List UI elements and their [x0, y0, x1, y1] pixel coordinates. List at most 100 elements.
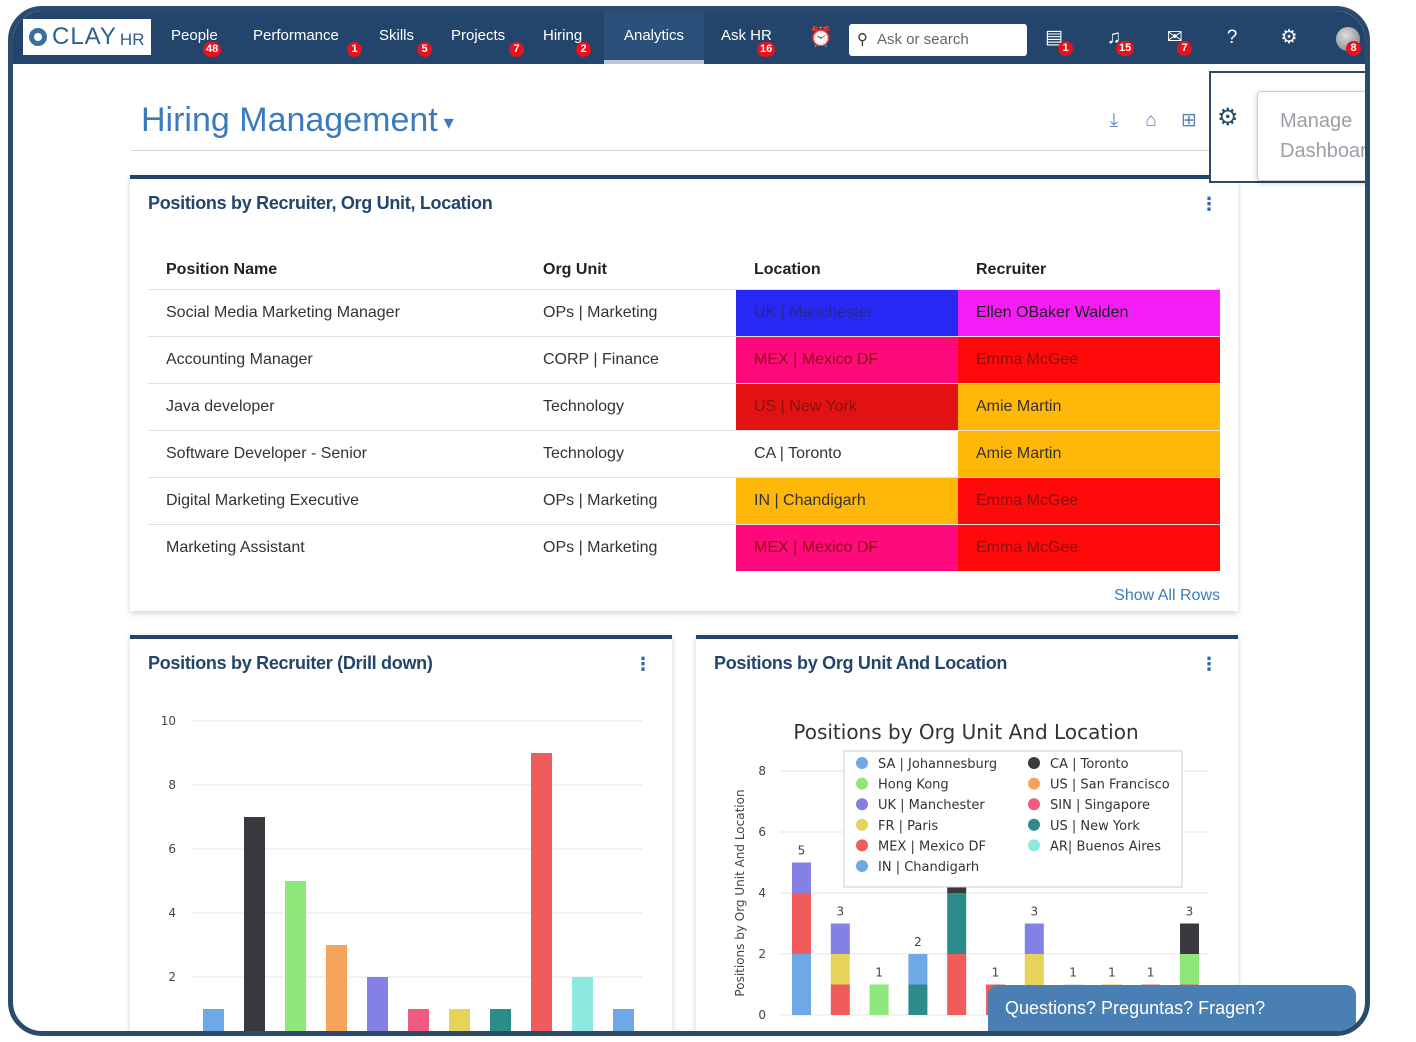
legend-label[interactable]: US | New York	[1050, 819, 1140, 834]
column-header[interactable]: Position Name	[166, 260, 278, 278]
nav-performance[interactable]: Performance 1	[253, 11, 362, 64]
mail-icon[interactable]: ✉ 7	[1163, 27, 1192, 56]
legend-label[interactable]: AR| Buenos Aires	[1050, 839, 1161, 854]
stacked-bar-segment[interactable]	[908, 954, 928, 985]
legend-label[interactable]: US | San Francisco	[1050, 778, 1170, 793]
nav-label: Analytics	[623, 27, 685, 44]
table-row[interactable]: Social Media Marketing Manager OPs | Mark…	[148, 288, 1220, 336]
legend-label[interactable]: SIN | Singapore	[1050, 798, 1150, 813]
stacked-bar-segment[interactable]	[947, 954, 967, 1015]
manage-dashboard-popover: ⚙ Manage Dashboard	[1209, 71, 1370, 183]
dashboard-gear-icon[interactable]: ⚙	[1217, 104, 1239, 131]
manage-dashboard-menu-item[interactable]: Manage Dashboard	[1257, 91, 1370, 181]
stacked-bar-segment[interactable]	[792, 954, 811, 1015]
legend-swatch[interactable]	[856, 839, 868, 852]
stacked-bar-segment[interactable]	[947, 886, 967, 893]
legend-swatch[interactable]	[856, 798, 868, 811]
bar[interactable]	[285, 881, 306, 1036]
legend-label[interactable]: IN | Chandigarh	[878, 860, 979, 875]
legend-label[interactable]: SA | Johannesburg	[878, 757, 997, 772]
home-icon[interactable]: ⌂	[1145, 110, 1157, 131]
table-row[interactable]: Software Developer - Senior Technology CA …	[148, 429, 1220, 477]
legend-swatch[interactable]	[856, 757, 868, 769]
stacked-bar-segment[interactable]	[792, 862, 811, 894]
bar[interactable]	[326, 945, 347, 1036]
legend-label[interactable]: CA | Toronto	[1050, 757, 1129, 772]
bar[interactable]	[613, 1009, 634, 1036]
legend-swatch[interactable]	[856, 860, 868, 872]
bar[interactable]	[531, 753, 552, 1036]
stacked-bar-segment[interactable]	[1180, 923, 1199, 955]
nav-label: Projects	[451, 27, 506, 44]
card-title: Positions by Recruiter, Org Unit, Locati…	[148, 193, 493, 213]
show-all-rows-link[interactable]: Show All Rows	[1114, 587, 1220, 604]
legend-label[interactable]: FR | Paris	[878, 819, 938, 834]
learning-icon[interactable]: ▤ 1	[1042, 27, 1073, 56]
legend-swatch[interactable]	[1028, 777, 1040, 790]
bell-icon[interactable]: ♫ 15	[1102, 27, 1135, 56]
column-header[interactable]: Org Unit	[543, 260, 607, 278]
nav-label: Performance	[253, 27, 339, 44]
data-label: 1	[1108, 966, 1116, 980]
chat-help-button[interactable]: Questions? Preguntas? Fragen?	[988, 985, 1356, 1031]
legend-swatch[interactable]	[1028, 839, 1040, 852]
table-row[interactable]: Java developer Technology US | New York Ami…	[148, 382, 1220, 430]
bar[interactable]	[449, 1009, 470, 1036]
bar[interactable]	[203, 1009, 224, 1036]
clayhr-logo[interactable]: CLAY HR	[23, 19, 151, 55]
stacked-bar-segment[interactable]	[1024, 923, 1044, 955]
nav-ask-hr[interactable]: Ask HR 16	[721, 11, 776, 64]
table-row[interactable]: Digital Marketing Executive OPs | Marketi…	[148, 476, 1220, 524]
org-unit-cell: OPs | Marketing	[525, 523, 736, 571]
search-icon: ⚲	[857, 31, 868, 48]
add-widget-icon[interactable]: ⊞	[1181, 110, 1197, 131]
legend-swatch[interactable]	[856, 777, 868, 790]
x-tick-label: gy	[939, 1032, 959, 1036]
help-icon[interactable]: ?	[1226, 27, 1238, 48]
legend-swatch[interactable]	[1028, 798, 1040, 811]
nav-people[interactable]: People 48	[171, 11, 222, 64]
legend-swatch[interactable]	[1028, 757, 1040, 769]
settings-gear-icon[interactable]: ⚙	[1280, 27, 1298, 48]
table-row[interactable]: Accounting Manager CORP | Finance MEX | Me…	[148, 335, 1220, 383]
stacked-bar-segment[interactable]	[792, 893, 811, 954]
avatar[interactable]: 8	[1336, 27, 1361, 56]
nav-projects[interactable]: Projects 7	[451, 11, 524, 64]
data-label: 1	[1147, 966, 1155, 980]
download-icon[interactable]: ⤓	[1109, 110, 1119, 131]
legend-label[interactable]: Hong Kong	[878, 778, 949, 793]
app-frame: CLAY HR People 48 Performance 1 Skills 5…	[8, 6, 1370, 1036]
bar[interactable]	[367, 977, 388, 1036]
stacked-bar-segment[interactable]	[947, 893, 967, 954]
legend-swatch[interactable]	[1028, 818, 1040, 831]
x-tick-label: nt	[863, 1032, 881, 1036]
location-cell: MEX | Mexico DF	[736, 335, 958, 383]
legend-label[interactable]: MEX | Mexico DF	[878, 839, 986, 854]
stacked-bar-segment[interactable]	[1180, 954, 1199, 985]
bar[interactable]	[490, 1009, 511, 1036]
nav-hiring[interactable]: Hiring 2	[543, 11, 591, 64]
y-tick-label: 0	[168, 1034, 176, 1036]
stacked-bar-segment[interactable]	[908, 984, 928, 1016]
nav-analytics[interactable]: Analytics	[604, 11, 704, 64]
stacked-bar-segment[interactable]	[830, 984, 850, 1016]
stacked-bar-segment[interactable]	[830, 923, 850, 955]
bar[interactable]	[572, 977, 593, 1036]
stacked-bar-segment[interactable]	[869, 984, 889, 1016]
legend-label[interactable]: UK | Manchester	[878, 798, 985, 813]
stacked-bar-segment[interactable]	[830, 954, 850, 985]
menu-line: Dashboard	[1280, 140, 1370, 162]
bar[interactable]	[408, 1009, 429, 1036]
legend-swatch[interactable]	[856, 818, 868, 831]
bar[interactable]	[244, 817, 265, 1036]
card-menu-icon[interactable]: ⋮	[1200, 194, 1218, 214]
alarm-clock-icon[interactable]: ⏰	[809, 27, 833, 48]
page-title[interactable]: Hiring Management ▾	[141, 101, 454, 140]
y-tick-label: 6	[758, 825, 766, 839]
nav-skills[interactable]: Skills 5	[379, 11, 432, 64]
data-label: 1	[992, 966, 1000, 980]
search-input[interactable]: ⚲ Ask or search	[849, 24, 1027, 56]
column-header[interactable]: Location	[754, 260, 821, 278]
column-header[interactable]: Recruiter	[976, 260, 1047, 278]
table-row[interactable]: Marketing Assistant OPs | Marketing MEX | …	[148, 523, 1220, 571]
